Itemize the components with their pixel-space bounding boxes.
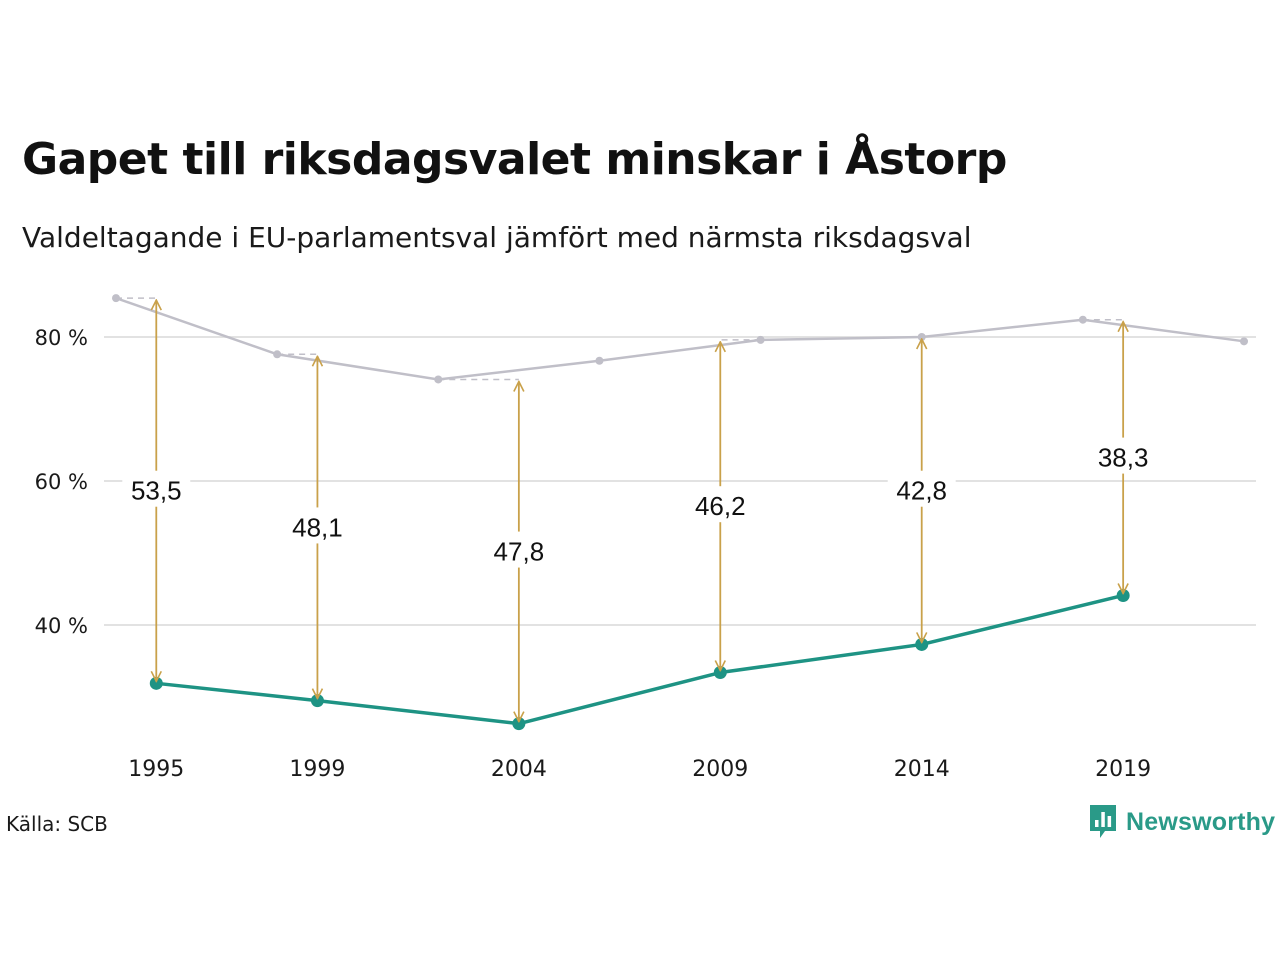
source-note: Källa: SCB [6, 812, 108, 836]
y-tick-label: 60 % [35, 470, 88, 494]
gap-label: 46,2 [695, 491, 746, 521]
riksdag-point [1078, 315, 1087, 324]
x-tick-label: 2014 [894, 757, 950, 782]
y-axis: 40 % 60 % 80 % [35, 326, 88, 638]
x-tick-label: 2019 [1095, 757, 1151, 782]
y-tick-label: 80 % [35, 326, 88, 350]
riksdag-point [1240, 337, 1248, 346]
gap-label-bg [283, 507, 352, 544]
gap-label-bg [122, 470, 191, 507]
riksdag-line [115, 296, 1245, 381]
x-tick-label: 1999 [289, 757, 345, 782]
reference-dashes [116, 297, 1124, 381]
x-tick-label: 2009 [692, 757, 748, 782]
eu-line [156, 593, 1124, 726]
gap-label: 47,8 [494, 537, 545, 567]
gap-label: 38,3 [1098, 443, 1149, 473]
x-tick-label: 2004 [491, 757, 547, 782]
x-axis: 1995 1999 2004 2009 2014 2019 [128, 757, 1151, 782]
brand-name: Newsworthy [1126, 807, 1276, 836]
gap-label-bg [686, 486, 755, 523]
newsworthy-logo-icon [1090, 805, 1116, 838]
y-tick-label: 40 % [35, 614, 88, 638]
gridlines [104, 336, 1256, 626]
gap-arrows: 53,5 48,1 47,8 46,2 42,8 38,3 [122, 300, 1158, 722]
eu-series [149, 588, 1130, 731]
riksdag-point [434, 375, 443, 384]
chart-subtitle: Valdeltagande i EU-parlamentsval jämfört… [22, 221, 972, 254]
riksdag-point [112, 294, 120, 303]
newsworthy-logo[interactable]: Newsworthy [1088, 802, 1275, 842]
gap-label: 42,8 [896, 476, 947, 506]
gap-label-bg [1089, 437, 1158, 474]
riksdag-point [595, 356, 604, 365]
riksdag-point [756, 335, 765, 344]
gap-label: 48,1 [292, 512, 343, 542]
chart-title: Gapet till riksdagsvalet minskar i Åstor… [22, 134, 1007, 185]
gap-label-bg [484, 531, 553, 568]
x-tick-label: 1995 [128, 757, 184, 782]
riksdag-series [112, 294, 1248, 384]
riksdag-point [273, 350, 282, 359]
gap-label-bg [887, 470, 956, 507]
gap-label: 53,5 [131, 476, 182, 506]
